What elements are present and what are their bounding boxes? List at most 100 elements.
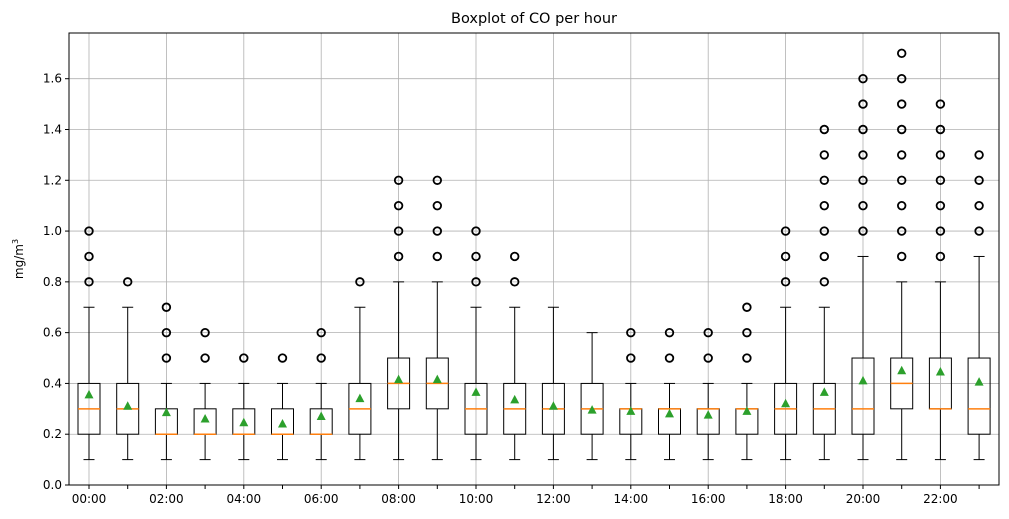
mean-marker <box>239 417 249 427</box>
outlier-point <box>510 277 520 287</box>
mean-marker <box>123 401 133 410</box>
y-axis: 0.0 0.2 0.4 0.6 0.8 1.0 1.2 1.4 1.6 <box>43 72 69 492</box>
outlier-point <box>897 175 907 185</box>
box-group <box>928 99 952 461</box>
outlier-point <box>471 226 481 236</box>
outlier-point <box>897 74 907 84</box>
outlier-point <box>819 175 829 185</box>
outlier-point <box>897 251 907 262</box>
box-group <box>890 48 914 461</box>
y-axis-label-unit: mg/m <box>12 244 26 279</box>
box-group <box>851 74 875 461</box>
outlier-point <box>858 200 868 211</box>
outlier-point <box>935 200 946 211</box>
outlier-point <box>393 200 404 211</box>
outlier-point <box>200 327 210 338</box>
outlier-point <box>200 353 210 363</box>
box-group <box>464 226 488 461</box>
outlier-point <box>897 200 907 211</box>
box-group <box>387 175 411 461</box>
x-tick-label: 22:00 <box>923 492 958 506</box>
plot-frame <box>68 32 1000 486</box>
box-group <box>812 124 836 461</box>
outlier-point <box>432 226 442 236</box>
outlier-point <box>742 353 752 363</box>
outlier-point <box>819 277 829 287</box>
x-tick-label: 12:00 <box>536 492 571 506</box>
y-tick-label: 0.4 <box>43 376 62 390</box>
box-group <box>116 277 140 461</box>
outlier-point <box>858 124 868 135</box>
outlier-point <box>664 327 675 338</box>
outlier-point <box>858 74 868 84</box>
y-tick-label: 1.4 <box>43 122 62 136</box>
outlier-point <box>935 175 946 185</box>
outlier-point <box>742 302 752 312</box>
outlier-point <box>819 251 829 262</box>
mean-marker <box>394 374 404 384</box>
mean-marker <box>432 374 442 384</box>
x-tick-label: 06:00 <box>304 492 339 506</box>
outlier-point <box>897 99 907 109</box>
box-group <box>658 327 681 461</box>
mean-marker <box>587 405 597 414</box>
outlier-point <box>935 99 946 109</box>
outlier-point <box>393 226 404 236</box>
outlier-point <box>432 251 442 262</box>
mean-marker <box>665 408 674 418</box>
outlier-point <box>935 124 946 135</box>
outlier-point <box>897 124 907 135</box>
outlier-point <box>858 175 868 185</box>
outlier-point <box>703 353 713 363</box>
outlier-point <box>393 251 404 262</box>
outlier-point <box>161 302 172 312</box>
mean-marker <box>200 413 210 423</box>
outlier-point <box>471 251 481 262</box>
outlier-point <box>393 175 404 185</box>
outlier-point <box>84 277 94 287</box>
box-group <box>232 353 256 461</box>
outlier-point <box>974 200 984 211</box>
y-tick-label: 1.0 <box>43 224 62 238</box>
x-tick-label: 16:00 <box>691 492 726 506</box>
outlier-point <box>974 150 984 160</box>
y-axis-label: mg/m3 <box>11 239 26 279</box>
x-tick-label: 04:00 <box>227 492 262 506</box>
outlier-point <box>239 353 249 363</box>
outlier-point <box>432 200 442 211</box>
outlier-point <box>277 353 288 363</box>
outlier-point <box>316 327 326 338</box>
y-tick-label: 1.2 <box>43 173 62 187</box>
outlier-point <box>626 353 636 363</box>
outlier-point <box>935 226 946 236</box>
mean-marker <box>278 419 287 428</box>
iqr-box <box>967 357 991 435</box>
mean-marker <box>819 387 829 396</box>
outlier-point <box>897 150 907 160</box>
outlier-point <box>858 99 868 109</box>
mean-marker <box>548 401 558 410</box>
box-group <box>619 327 643 461</box>
mean-marker <box>781 398 791 408</box>
y-tick-label: 0.8 <box>43 275 62 289</box>
outlier-point <box>122 277 133 287</box>
outlier-point <box>510 251 520 262</box>
x-axis: 00:00 02:00 04:00 06:00 08:00 10:00 12:00 14:00… <box>72 485 980 506</box>
outlier-point <box>858 226 868 236</box>
box-group <box>193 327 217 461</box>
x-tick-label: 08:00 <box>381 492 416 506</box>
y-axis-label-superscript: 3 <box>11 239 20 244</box>
box-group <box>348 277 372 461</box>
box-group <box>541 306 565 461</box>
outlier-point <box>897 226 907 236</box>
outlier-point <box>780 226 791 236</box>
outlier-point <box>974 175 984 185</box>
outlier-point <box>974 226 984 236</box>
outlier-point <box>858 150 868 160</box>
grid-layer <box>69 33 999 486</box>
outlier-point <box>84 226 94 236</box>
mean-marker <box>935 367 945 376</box>
outlier-point <box>161 353 172 363</box>
outlier-point <box>935 150 946 160</box>
box-group <box>271 353 294 461</box>
